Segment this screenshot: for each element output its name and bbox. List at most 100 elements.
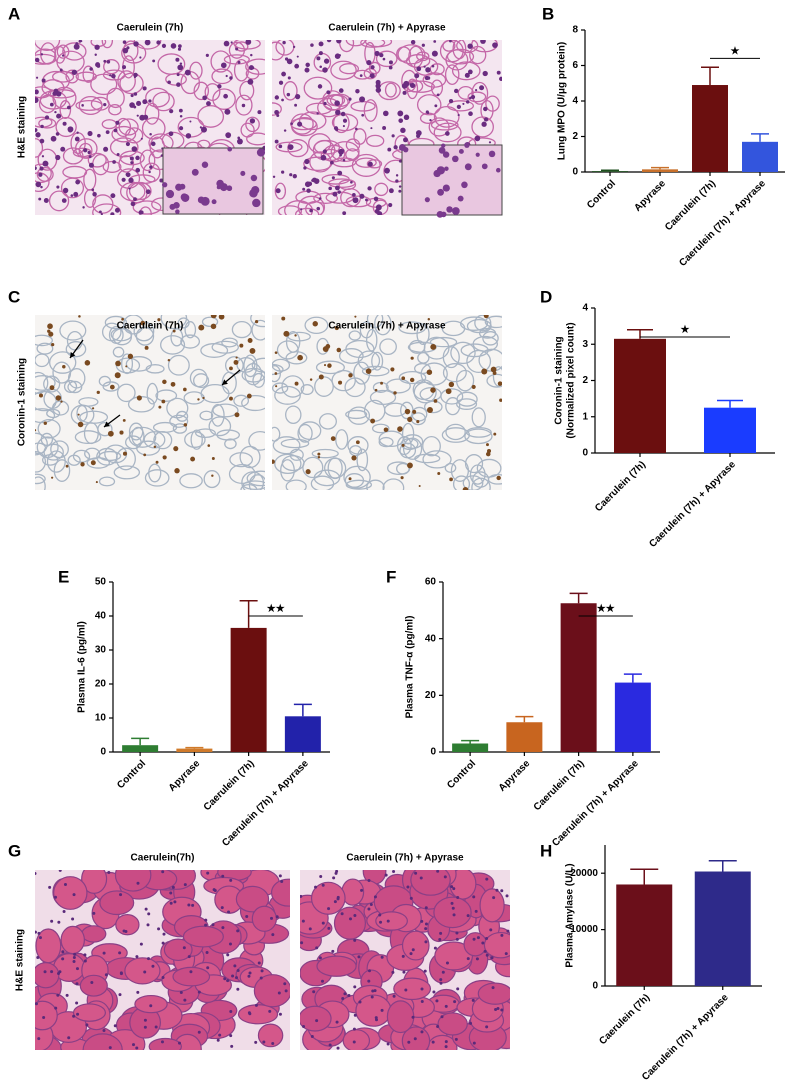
micrograph-texture (35, 315, 265, 490)
cell (401, 376, 406, 381)
acinus (115, 914, 140, 936)
acinus (148, 1037, 182, 1050)
y-axis-label: Coronin-1 staining (554, 336, 565, 424)
alveolus (212, 403, 239, 418)
acinus (300, 1005, 332, 1032)
alveolus (62, 42, 87, 61)
nucleus (119, 972, 123, 976)
nucleus (271, 933, 275, 937)
nucleus (35, 930, 37, 934)
acinus (114, 870, 152, 892)
nucleus (92, 911, 96, 915)
cell (436, 93, 440, 97)
nucleus (331, 949, 335, 953)
alveolus (450, 459, 470, 482)
cell (110, 212, 115, 215)
nucleus (73, 952, 77, 956)
acinus (53, 876, 88, 910)
cell (140, 137, 143, 140)
alveolus (311, 448, 339, 459)
alveolus (277, 205, 302, 215)
y-tick-label: 10000 (570, 924, 598, 935)
nucleus (205, 951, 209, 955)
cell (317, 84, 323, 89)
cell (481, 368, 488, 375)
cell (257, 110, 262, 115)
cell (205, 53, 209, 57)
alveolus (272, 426, 281, 442)
cell (35, 429, 37, 432)
cell (62, 365, 66, 369)
cell (107, 430, 114, 437)
cell (318, 374, 324, 380)
cell (41, 155, 45, 158)
cell (247, 78, 254, 85)
y-tick-label: 10 (95, 713, 107, 724)
nucleus (485, 953, 489, 957)
nucleus (154, 1025, 158, 1029)
cell (490, 366, 497, 373)
nucleus (500, 889, 504, 893)
cell (407, 416, 413, 423)
alveolus (396, 46, 412, 62)
nucleus (494, 1008, 498, 1012)
cell (159, 178, 164, 183)
alveolus (56, 50, 85, 74)
nucleus (85, 1023, 89, 1027)
nucleus (476, 936, 480, 940)
panel-letter: A (8, 4, 20, 23)
alveolus (52, 361, 72, 384)
cell (94, 44, 100, 50)
alveolus (139, 149, 156, 172)
alveolus (246, 132, 265, 146)
cell (318, 51, 323, 56)
y-axis-label: Lung MPO (U/μg protein) (557, 42, 568, 160)
cell (87, 130, 93, 137)
alveolus (339, 63, 360, 75)
cell (398, 189, 402, 193)
cell (496, 70, 501, 75)
cell (306, 188, 311, 193)
cell (382, 126, 387, 130)
cell (430, 343, 437, 350)
nucleus (277, 991, 281, 995)
cell (318, 41, 324, 47)
cell (444, 131, 450, 136)
nucleus (472, 895, 476, 899)
nucleus (187, 955, 191, 959)
nucleus (37, 1037, 41, 1041)
cell (373, 196, 379, 202)
cell (499, 398, 502, 402)
acinus (333, 906, 366, 940)
cell (331, 176, 335, 180)
nucleus (500, 933, 504, 937)
cell (129, 156, 134, 161)
nucleus (505, 894, 509, 898)
nucleus (151, 964, 155, 968)
alveolus (272, 358, 291, 372)
nucleus (340, 912, 344, 916)
nucleus (491, 986, 495, 990)
acinus (81, 925, 107, 943)
alveolus (35, 353, 50, 368)
nucleus (445, 961, 449, 965)
cell (393, 145, 398, 150)
y-tick-label: 0 (100, 747, 106, 758)
cell (109, 384, 115, 390)
nucleus (157, 927, 161, 931)
cell (136, 100, 142, 107)
alveolus (36, 166, 54, 182)
cell (426, 406, 433, 413)
cell (38, 197, 42, 201)
cell (89, 67, 93, 71)
cell (286, 58, 293, 65)
y-tick-label: 0 (430, 747, 436, 758)
nucleus (333, 900, 337, 904)
inset-cell (250, 174, 258, 182)
cell (237, 60, 241, 64)
cell (374, 388, 378, 392)
nucleus (436, 870, 440, 873)
cell (294, 103, 298, 107)
nucleus (191, 903, 195, 907)
